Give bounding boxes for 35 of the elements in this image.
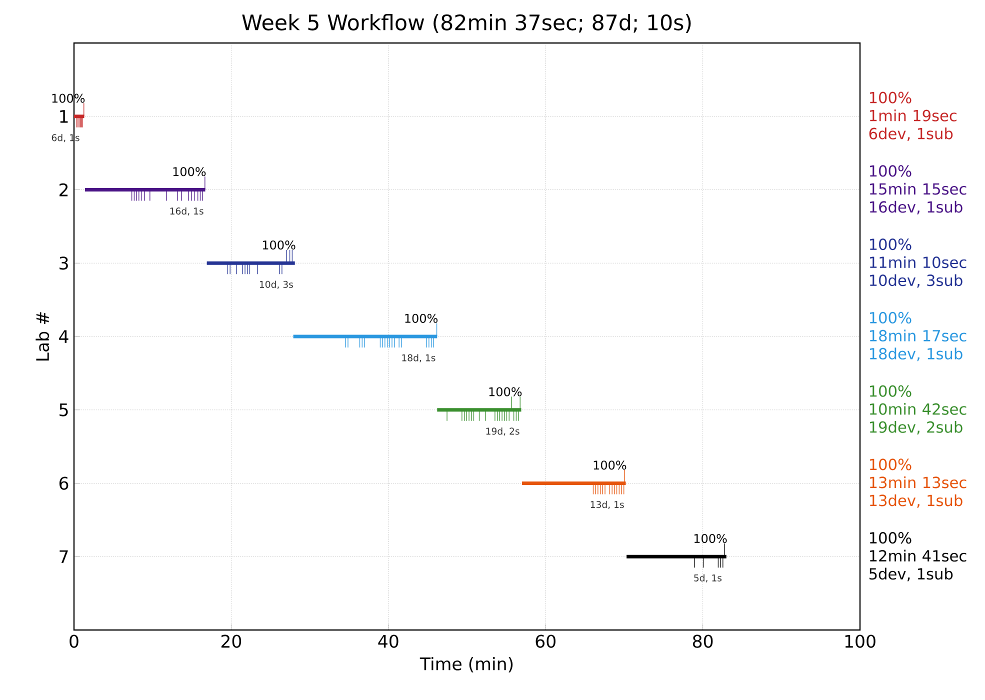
text: 100% 11min 10sec 10dev, 3sub bbox=[870, 238, 966, 288]
y-tick-label: 2 bbox=[60, 183, 68, 196]
annotation: 100% bbox=[594, 460, 626, 470]
annotation: 100% bbox=[173, 167, 206, 176]
y-tick-label: 3 bbox=[60, 256, 68, 270]
x-tick-label: 100 bbox=[845, 634, 876, 648]
x-axis-title: Time (min) bbox=[420, 656, 513, 672]
y-tick-label: 4 bbox=[59, 330, 68, 343]
annotation: 18d, 1s bbox=[402, 354, 436, 362]
text: 100% 15min 15sec 16dev, 1sub bbox=[870, 165, 966, 214]
x-tick-label: 80 bbox=[692, 634, 713, 648]
text: 100% 13min 13sec 13dev, 1sub bbox=[870, 458, 966, 508]
y-tick-label: 5 bbox=[60, 403, 68, 416]
annotation: 13d, 1s bbox=[590, 500, 624, 510]
x-tick-label: 40 bbox=[378, 634, 398, 648]
text: 100% 10min 42sec 19dev, 2sub bbox=[870, 385, 966, 434]
x-tick-label: 60 bbox=[536, 634, 556, 648]
y-axis-title: Lab # bbox=[36, 312, 50, 360]
annotation: 100% bbox=[489, 387, 522, 396]
x-tick-label: 20 bbox=[221, 634, 242, 648]
annotation: 16d, 1s bbox=[170, 207, 204, 216]
annotation: 19d, 2s bbox=[486, 427, 520, 436]
annotation: 5d, 1s bbox=[694, 574, 722, 582]
annotation: 100% bbox=[405, 314, 438, 323]
annotation: 100% bbox=[694, 534, 727, 544]
chart-title: Week 5 Workflow (82min 37sec; 87d; 10s) bbox=[242, 14, 691, 33]
text: 100% 18min 17sec 18dev, 1sub bbox=[870, 312, 966, 362]
x-tick-label: 0 bbox=[70, 634, 78, 648]
y-tick-label: 6 bbox=[59, 476, 68, 490]
text: 100% 1min 19sec 6dev, 1sub bbox=[869, 92, 956, 141]
y-tick-label: 1 bbox=[60, 110, 68, 123]
text: 100% 12min 41sec 5dev, 1sub bbox=[869, 532, 966, 582]
annotation: 10d, 3s bbox=[260, 280, 294, 289]
annotation: 100% bbox=[262, 240, 296, 250]
y-tick-label: 7 bbox=[60, 550, 68, 563]
